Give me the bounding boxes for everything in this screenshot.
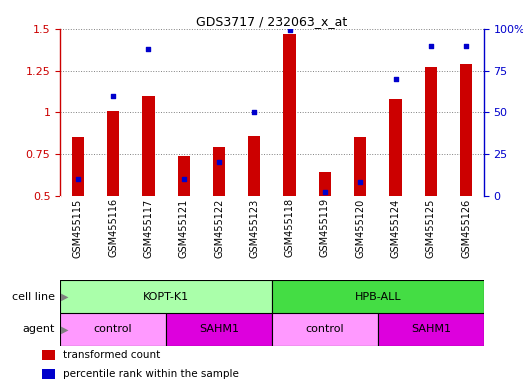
Bar <box>272 280 484 313</box>
Text: GSM455119: GSM455119 <box>320 199 330 258</box>
Text: control: control <box>94 324 132 334</box>
Text: GSM455124: GSM455124 <box>391 199 401 258</box>
Bar <box>42 369 55 379</box>
Text: KOPT-K1: KOPT-K1 <box>143 291 189 302</box>
Text: GSM455126: GSM455126 <box>461 199 471 258</box>
Point <box>286 27 294 33</box>
Bar <box>142 96 155 196</box>
Point <box>427 42 435 48</box>
Bar <box>107 111 119 196</box>
Text: transformed count: transformed count <box>63 350 160 360</box>
Bar <box>319 172 331 196</box>
Point <box>215 159 223 166</box>
Text: GSM455117: GSM455117 <box>143 199 153 258</box>
Point <box>321 189 329 195</box>
Point <box>144 46 153 52</box>
Bar <box>378 313 484 346</box>
Bar <box>283 34 296 196</box>
Text: control: control <box>305 324 344 334</box>
Text: GSM455118: GSM455118 <box>285 199 294 258</box>
Text: GSM455125: GSM455125 <box>426 199 436 258</box>
Bar <box>60 313 166 346</box>
Bar <box>177 156 190 196</box>
Bar <box>60 280 272 313</box>
Text: SAHM1: SAHM1 <box>199 324 239 334</box>
Point <box>250 109 258 115</box>
Bar <box>248 136 260 196</box>
Text: GSM455121: GSM455121 <box>179 199 189 258</box>
Bar <box>460 64 472 196</box>
Bar <box>166 313 272 346</box>
Text: agent: agent <box>22 324 55 334</box>
Text: ▶: ▶ <box>61 324 69 334</box>
Bar <box>389 99 402 196</box>
Text: GSM455115: GSM455115 <box>73 199 83 258</box>
Bar <box>425 67 437 196</box>
Point <box>391 76 400 82</box>
Point <box>74 176 82 182</box>
Bar <box>42 350 55 360</box>
Text: GSM455120: GSM455120 <box>355 199 365 258</box>
Bar <box>272 313 378 346</box>
Bar <box>213 147 225 196</box>
Title: GDS3717 / 232063_x_at: GDS3717 / 232063_x_at <box>196 15 348 28</box>
Point <box>462 42 470 48</box>
Text: GSM455122: GSM455122 <box>214 199 224 258</box>
Bar <box>72 137 84 196</box>
Text: SAHM1: SAHM1 <box>411 324 451 334</box>
Bar <box>354 137 367 196</box>
Point <box>356 179 365 185</box>
Text: GSM455116: GSM455116 <box>108 199 118 258</box>
Text: HPB-ALL: HPB-ALL <box>355 291 401 302</box>
Text: ▶: ▶ <box>61 291 69 302</box>
Point <box>179 176 188 182</box>
Text: GSM455123: GSM455123 <box>249 199 259 258</box>
Text: cell line: cell line <box>12 291 55 302</box>
Point <box>109 93 117 99</box>
Text: percentile rank within the sample: percentile rank within the sample <box>63 369 238 379</box>
